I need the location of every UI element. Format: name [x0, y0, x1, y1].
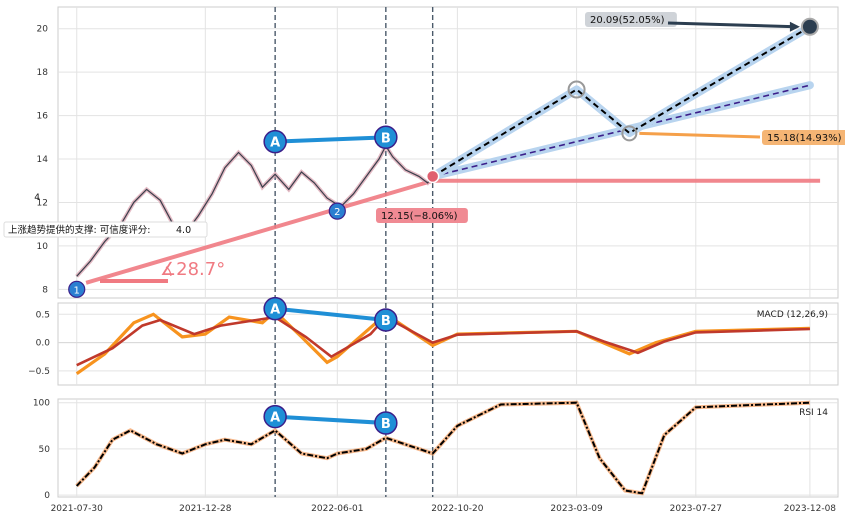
macd-tick-label: 0.0 — [36, 339, 51, 349]
price-point-A — [263, 129, 287, 154]
price-point-label-B: B — [381, 131, 391, 146]
rsi-frame — [57, 398, 839, 498]
y-tick-label: 20 — [37, 25, 49, 35]
macd-point-A — [263, 296, 287, 321]
target-high-arrow — [667, 21, 796, 29]
macd-frame — [57, 302, 839, 386]
rsi-ab-line — [275, 414, 386, 426]
x-tick-label: 2021-12-28 — [179, 504, 232, 514]
y-tick-label: 18 — [37, 68, 49, 78]
series — [75, 7, 821, 497]
rsi-point-label-B: B — [381, 417, 391, 432]
macd-point-label-A: A — [270, 303, 280, 318]
target-mid-text: 15.18(14.93%) — [767, 133, 842, 144]
rsi-point-label-A: A — [270, 411, 280, 426]
support-note-score: 4.0 — [176, 225, 191, 236]
rsi-tick-label: 0 — [44, 491, 50, 501]
y-tick-label: 10 — [37, 242, 49, 252]
macd-tick-label: 0.5 — [36, 310, 50, 320]
y-tick-label: 8 — [42, 285, 48, 295]
macd-tick-label: −0.5 — [28, 367, 50, 377]
y-tick-label: 16 — [37, 112, 49, 122]
macd-point-label-B: B — [381, 314, 391, 329]
target-high-arrowhead — [789, 21, 800, 32]
current-low-text: 12.15(−8.06%) — [381, 211, 458, 222]
price-frame — [57, 6, 839, 299]
marker-label-1: 1 — [74, 285, 80, 296]
x-tick-label: 2022-10-20 — [431, 504, 484, 514]
target-mid-arrow — [639, 131, 761, 139]
rsi-point-A — [263, 404, 287, 429]
price-point-label-A: A — [270, 136, 280, 151]
target-high-text: 20.09(52.05%) — [590, 15, 665, 26]
x-tick-label: 2022-06-01 — [311, 504, 363, 514]
target-mid-box — [762, 130, 845, 145]
macd-point-B — [374, 308, 398, 332]
rsi-tick-label: 50 — [39, 445, 51, 455]
price-point-B — [374, 125, 398, 150]
macd-ab-line — [274, 306, 387, 322]
y-tick-label: 12 — [37, 198, 48, 208]
markers: A B 1 2 A B A B — [68, 17, 819, 435]
angle-label: ∡28.7° — [160, 259, 225, 280]
marker-label-2: 2 — [334, 207, 340, 218]
macd-macd-line — [75, 309, 810, 376]
macd-signal-line — [76, 315, 810, 367]
macd-title: MACD (12,26,9) — [757, 310, 828, 320]
marker-1 — [68, 280, 86, 298]
support-note-text: 上涨趋势提供的支撑: 可信度评分: — [8, 224, 150, 236]
rsi-line — [75, 401, 810, 495]
forecast-up-line — [432, 25, 811, 178]
left-badge-text: 4 — [34, 193, 40, 203]
target-high-box — [585, 12, 677, 27]
forecast-peak-point — [567, 80, 586, 99]
annotations: 20.09(52.05%) 15.18(14.93%) 12.15(−8.06%) ∡… — [3, 12, 845, 283]
rsi-point-B — [374, 411, 398, 435]
marker-2 — [328, 202, 346, 220]
current-price-point — [425, 169, 440, 184]
x-tick-label: 2023-12-08 — [784, 504, 837, 514]
x-tick-label: 2023-03-09 — [550, 504, 603, 514]
price-ab-line — [275, 135, 386, 144]
grid — [57, 6, 839, 498]
y-tick-label: 14 — [37, 155, 49, 165]
support-note-box — [3, 221, 208, 238]
target-high-point — [800, 17, 819, 36]
target-mid-point — [621, 125, 638, 142]
rsi-title: RSI 14 — [799, 408, 828, 418]
current-low-box — [376, 208, 468, 223]
x-tick-label: 2023-07-27 — [670, 504, 722, 514]
x-tick-label: 2021-07-30 — [51, 504, 104, 514]
rsi-tick-label: 100 — [33, 399, 50, 409]
